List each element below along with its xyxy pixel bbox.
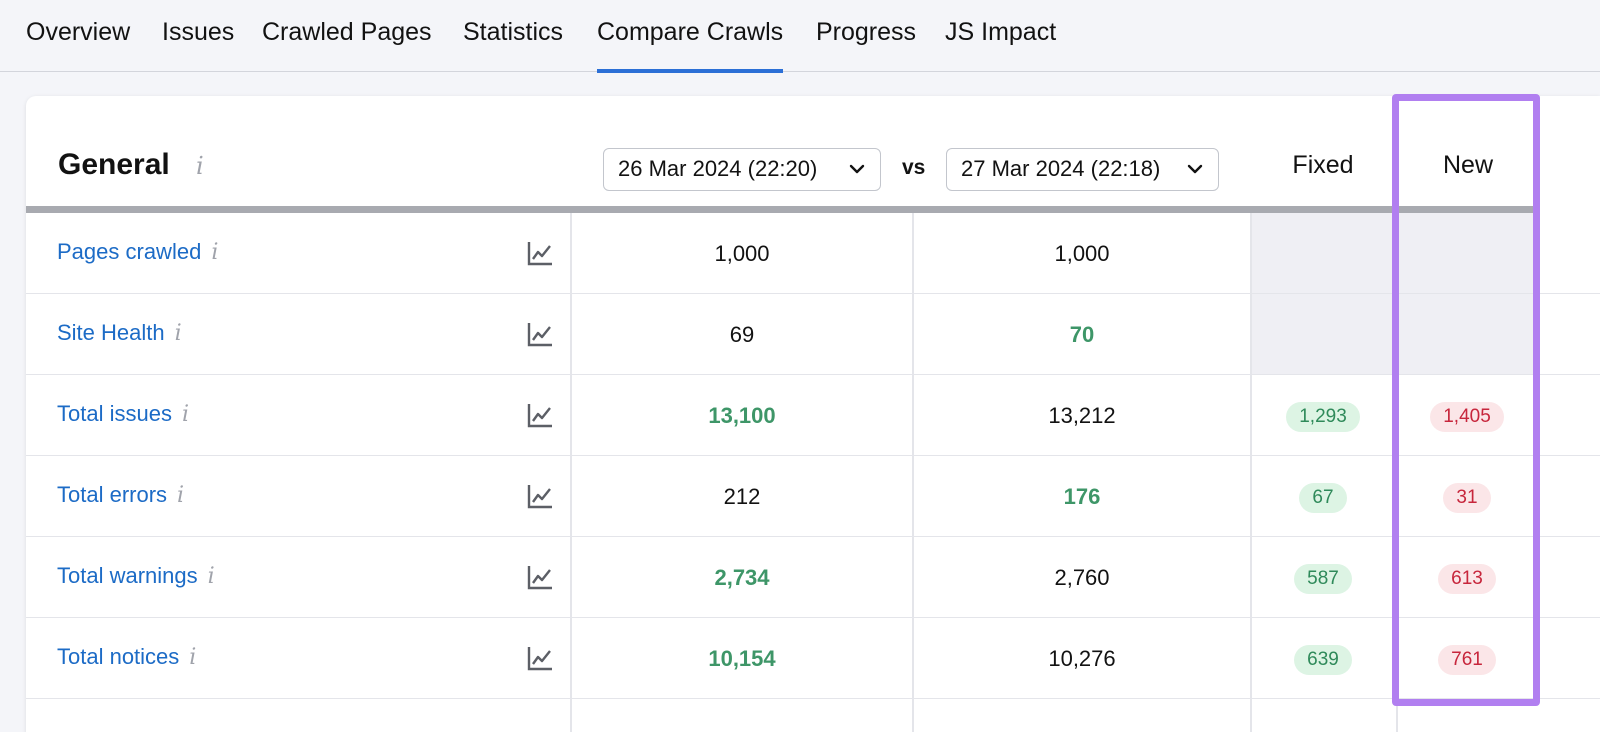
tab-statistics[interactable]: Statistics: [463, 18, 564, 46]
fixed-cell: 67: [1252, 456, 1394, 537]
info-icon[interactable]: i: [211, 240, 219, 265]
line-chart-icon[interactable]: [526, 401, 554, 429]
new-cell: 1,405: [1398, 375, 1536, 456]
column-divider: [570, 213, 572, 732]
section-title: General: [58, 148, 170, 181]
crawl-b-value-cell: 10,276: [1048, 646, 1116, 671]
table-row: Total errors i 212 176 67 31: [26, 456, 1600, 537]
table-row: Site Health i 69 70: [26, 294, 1600, 375]
crawl-a-value-cell: 212: [723, 484, 761, 509]
crawl-a-value: 26 Mar 2024 (22:20): [618, 156, 818, 181]
info-icon[interactable]: i: [207, 564, 215, 589]
tab-issues[interactable]: Issues: [162, 18, 235, 46]
new-cell: 613: [1398, 537, 1536, 618]
card-header: General i 26 Mar 2024 (22:20) vs 27 Mar …: [26, 96, 1600, 210]
fixed-count-badge[interactable]: 639: [1294, 645, 1352, 676]
crawl-b-value: 27 Mar 2024 (22:18): [961, 156, 1161, 181]
fixed-count-badge[interactable]: 587: [1294, 564, 1352, 595]
line-chart-icon[interactable]: [526, 563, 554, 591]
tab-progress[interactable]: Progress: [816, 18, 917, 46]
new-cell: 31: [1398, 456, 1536, 537]
crawl-b-select[interactable]: 27 Mar 2024 (22:18): [946, 148, 1219, 191]
metric-link-site-health[interactable]: Site Health i: [57, 320, 182, 346]
info-icon[interactable]: i: [174, 321, 182, 346]
crawl-b-value-cell: 2,760: [1054, 565, 1110, 590]
tab-overview[interactable]: Overview: [26, 18, 131, 46]
metric-link-total-notices[interactable]: Total notices i: [57, 644, 197, 670]
tab-js-impact[interactable]: JS Impact: [945, 18, 1057, 46]
line-chart-icon[interactable]: [526, 239, 554, 267]
table-row: Total notices i 10,154 10,276 639 761: [26, 618, 1600, 699]
info-icon[interactable]: i: [189, 645, 197, 670]
report-tabs: Overview Issues Crawled Pages Statistics…: [0, 0, 1600, 73]
crawl-b-value-cell: 70: [1069, 322, 1095, 347]
new-count-badge[interactable]: 613: [1438, 564, 1496, 595]
crawl-b-value-cell: 13,212: [1048, 403, 1116, 428]
metric-link-pages-crawled[interactable]: Pages crawled i: [57, 239, 219, 265]
table-row: Total issues i 13,100 13,212 1,293 1,405: [26, 375, 1600, 456]
crawl-b-value-cell: 176: [1063, 484, 1101, 509]
metric-link-total-errors[interactable]: Total errors i: [57, 482, 185, 508]
chevron-down-icon: [1187, 164, 1203, 174]
vs-label: vs: [902, 156, 926, 179]
metric-link-total-issues[interactable]: Total issues i: [57, 401, 189, 427]
new-cell: 761: [1398, 618, 1536, 699]
info-icon[interactable]: i: [181, 402, 189, 427]
crawl-a-value-cell: 2,734: [714, 565, 770, 590]
chevron-down-icon: [849, 164, 865, 174]
new-count-badge[interactable]: 1,405: [1430, 402, 1504, 433]
crawl-a-value-cell: 69: [729, 322, 755, 347]
info-icon[interactable]: i: [196, 152, 204, 180]
info-icon[interactable]: i: [177, 483, 185, 508]
fixed-count-badge[interactable]: 1,293: [1286, 402, 1360, 433]
tab-compare-crawls[interactable]: Compare Crawls: [597, 18, 784, 73]
new-column-header: New: [1442, 151, 1493, 179]
table-row: Pages crawled i 1,000 1,000: [26, 213, 1600, 294]
general-comparison-card: General i 26 Mar 2024 (22:20) vs 27 Mar …: [26, 96, 1600, 732]
column-divider: [912, 213, 914, 732]
metric-link-total-warnings[interactable]: Total warnings i: [57, 563, 215, 589]
new-count-badge[interactable]: 761: [1438, 645, 1496, 676]
column-divider: [1250, 213, 1252, 732]
table-row: Total warnings i 2,734 2,760 587 613: [26, 537, 1600, 618]
header-divider: [26, 206, 1536, 213]
crawl-a-select[interactable]: 26 Mar 2024 (22:20): [603, 148, 881, 191]
fixed-cell: 1,293: [1252, 375, 1394, 456]
fixed-column-header: Fixed: [1292, 151, 1354, 179]
fixed-cell: 587: [1252, 537, 1394, 618]
fixed-cell: 639: [1252, 618, 1394, 699]
tab-crawled-pages[interactable]: Crawled Pages: [262, 18, 432, 46]
crawl-a-value-cell: 10,154: [708, 646, 776, 671]
line-chart-icon[interactable]: [526, 644, 554, 672]
crawl-a-value-cell: 13,100: [708, 403, 776, 428]
line-chart-icon[interactable]: [526, 482, 554, 510]
line-chart-icon[interactable]: [526, 320, 554, 348]
crawl-b-value-cell: 1,000: [1054, 241, 1110, 266]
crawl-a-value-cell: 1,000: [714, 241, 770, 266]
new-count-badge[interactable]: 31: [1443, 483, 1491, 514]
fixed-count-badge[interactable]: 67: [1299, 483, 1347, 514]
